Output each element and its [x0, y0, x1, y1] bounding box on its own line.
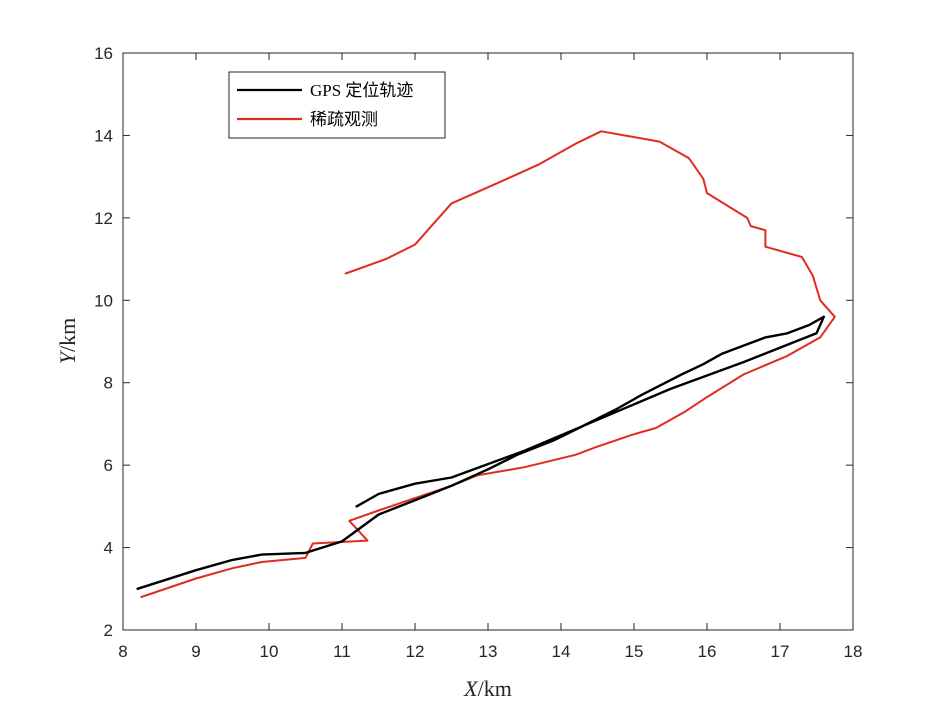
x-axis-variable: X	[463, 676, 479, 701]
legend-box	[228, 71, 446, 139]
x-tick-label: 18	[844, 642, 863, 661]
gps-trajectory-line	[136, 315, 825, 590]
x-tick-label: 11	[333, 642, 351, 661]
x-axis-title: X/km	[463, 676, 512, 701]
x-tick-label: 16	[698, 642, 717, 661]
x-tick-label: 12	[406, 642, 425, 661]
legend-label-gps: GPS 定位轨迹	[310, 81, 413, 100]
y-tick-label: 4	[104, 539, 113, 558]
x-tick-label: 10	[260, 642, 279, 661]
y-tick-label: 14	[94, 126, 113, 145]
x-tick-label: 14	[552, 642, 571, 661]
plot-area	[122, 52, 854, 631]
y-tick-label: 16	[94, 44, 113, 63]
y-tick-label: 8	[104, 374, 113, 393]
axis-ticks: 8 9 10 11 12 13 14 15 16 17 18 2 4 6 8 10 12 14 16	[94, 44, 862, 661]
axes-box	[122, 52, 854, 631]
y-axis-variable: Y	[55, 349, 80, 364]
x-tick-label: 17	[771, 642, 790, 661]
x-tick-label: 13	[479, 642, 498, 661]
y-tick-label: 10	[94, 291, 113, 310]
y-tick-label: 6	[104, 456, 113, 475]
legend: GPS 定位轨迹 稀疏观测	[228, 71, 446, 139]
sparse-observation-line	[140, 130, 836, 598]
series-layer	[136, 130, 836, 598]
y-axis-title: Y/km	[55, 318, 80, 364]
x-tick-label: 8	[118, 642, 127, 661]
x-axis-unit: /km	[478, 676, 512, 701]
y-tick-label: 2	[104, 621, 113, 640]
x-tick-label: 15	[625, 642, 644, 661]
x-tick-label: 9	[191, 642, 200, 661]
y-axis-unit: /km	[55, 318, 80, 352]
y-tick-label: 12	[94, 209, 113, 228]
legend-label-sparse: 稀疏观测	[310, 110, 378, 129]
